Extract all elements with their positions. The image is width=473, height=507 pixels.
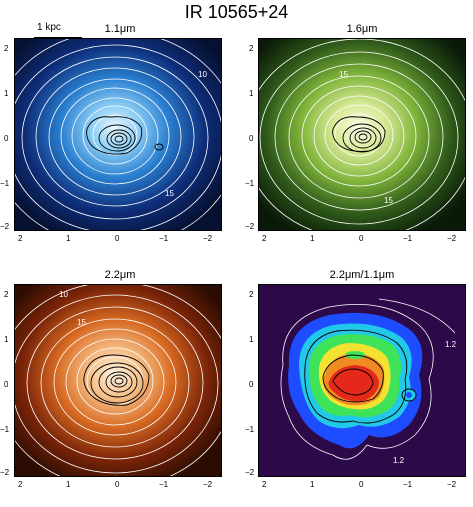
panel-4-white-contours (280, 298, 456, 460)
x-tick: 2 (262, 234, 267, 243)
x-tick: 0 (359, 480, 364, 489)
x-tick: 0 (115, 480, 120, 489)
panel-1-title: 1.1μm (104, 23, 136, 35)
x-tick: 0 (115, 234, 120, 243)
y-tick: 0 (249, 380, 254, 389)
x-tick: −2 (203, 234, 213, 243)
panel-3-contour-label-2: 15 (77, 318, 86, 327)
y-tick: 1 (4, 89, 9, 98)
x-tick: −2 (447, 480, 457, 489)
y-tick: 0 (4, 134, 9, 143)
x-tick: −1 (159, 234, 169, 243)
x-tick: −1 (403, 480, 413, 489)
figure-title: IR 10565+24 (184, 2, 289, 22)
panel-1-outer-contours (15, 39, 221, 230)
panel-2-contour-label-2: 15 (384, 196, 393, 205)
x-tick: 2 (262, 480, 267, 489)
x-tick: 1 (66, 234, 71, 243)
y-tick: −1 (0, 179, 10, 188)
panel-2-image: 15 15 (258, 38, 466, 231)
panel-2-contour-label-1: 15 (339, 70, 348, 79)
y-tick: 2 (4, 44, 9, 53)
panel-1-contour-label-2: 15 (165, 189, 174, 198)
x-tick: 2 (18, 480, 23, 489)
panel-4-color-map (288, 312, 423, 449)
panel-3-contour-label-1: 10 (59, 290, 68, 299)
y-tick: −1 (245, 179, 255, 188)
panel-1-inner-contours (86, 116, 164, 155)
y-tick: 2 (4, 290, 9, 299)
panel-1-contour-label-1: 10 (198, 70, 207, 79)
y-tick: 1 (249, 335, 254, 344)
panel-3-inner-contours (83, 354, 150, 406)
y-tick: −2 (245, 468, 255, 477)
panel-4-image: 1.2 1.2 (258, 284, 466, 477)
y-tick: 2 (249, 44, 254, 53)
scale-bar-label: 1 kpc (37, 22, 61, 33)
x-tick: 1 (66, 480, 71, 489)
x-tick: −1 (403, 234, 413, 243)
panel-2-background (259, 39, 465, 230)
panel-1-image: 10 15 (14, 38, 222, 231)
y-tick: 0 (4, 380, 9, 389)
panel-4-black-contours (304, 329, 417, 424)
y-tick: −2 (0, 222, 10, 231)
panel-4-contour-label-1: 1.2 (445, 340, 457, 349)
x-tick: −1 (159, 480, 169, 489)
panel-3-image: 10 15 (14, 284, 222, 477)
y-tick: 0 (249, 134, 254, 143)
y-tick: −2 (245, 222, 255, 231)
y-tick: 2 (249, 290, 254, 299)
x-tick: 0 (359, 234, 364, 243)
panel-2-inner-contours (332, 116, 386, 153)
panel-3-background (15, 285, 221, 476)
y-tick: 1 (249, 89, 254, 98)
y-tick: −1 (0, 425, 10, 434)
x-tick: −2 (203, 480, 213, 489)
x-tick: −2 (447, 234, 457, 243)
scale-bar (34, 37, 82, 38)
panel-4-title: 2.2μm/1.1μm (329, 269, 395, 281)
panel-3-title: 2.2μm (104, 269, 136, 281)
y-tick: −2 (0, 468, 10, 477)
panel-2-title: 1.6μm (346, 23, 378, 35)
x-tick: 1 (310, 480, 315, 489)
x-tick: 2 (18, 234, 23, 243)
panel-4-contour-label-2: 1.2 (393, 456, 405, 465)
x-tick: 1 (310, 234, 315, 243)
panel-2-outer-contours (259, 39, 465, 230)
y-tick: 1 (4, 335, 9, 344)
y-tick: −1 (245, 425, 255, 434)
